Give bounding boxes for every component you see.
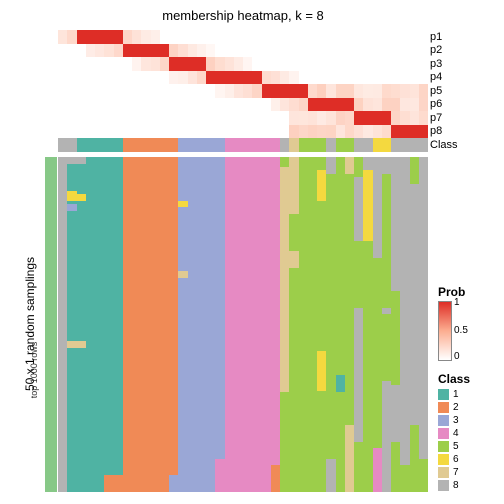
class-legend-item: 4: [438, 427, 470, 440]
row-label: p5: [430, 85, 442, 97]
class-legend-item: 6: [438, 453, 470, 466]
row-label: p3: [430, 58, 442, 70]
row-label: p6: [430, 98, 442, 110]
prob-legend: Prob 10.50: [438, 285, 474, 361]
class-legend-item: 1: [438, 388, 470, 401]
class-legend-item: 3: [438, 414, 470, 427]
row-label: p7: [430, 112, 442, 124]
class-legend-title: Class: [438, 372, 470, 386]
class-legend-item: 2: [438, 401, 470, 414]
class-legend-item: 5: [438, 440, 470, 453]
prob-ticks: 10.50: [452, 301, 474, 361]
class-legend-items: 12345678: [438, 388, 470, 492]
prob-gradient: [438, 301, 452, 361]
chart-title: membership heatmap, k = 8: [58, 8, 428, 23]
row-label: p8: [430, 125, 442, 137]
row-label: p2: [430, 44, 442, 56]
class-strip: [58, 138, 428, 152]
probability-heatmap: [58, 30, 428, 138]
left-sampling-strip: [45, 157, 57, 492]
row-label: p4: [430, 71, 442, 83]
class-legend-item: 8: [438, 479, 470, 492]
class-legend: Class 12345678: [438, 372, 470, 492]
row-label: p1: [430, 31, 442, 43]
sampling-heatmap: [58, 157, 428, 492]
row-label: Class: [430, 139, 458, 151]
class-legend-item: 7: [438, 466, 470, 479]
y-axis-label-small: top 1000 rows: [29, 320, 39, 420]
